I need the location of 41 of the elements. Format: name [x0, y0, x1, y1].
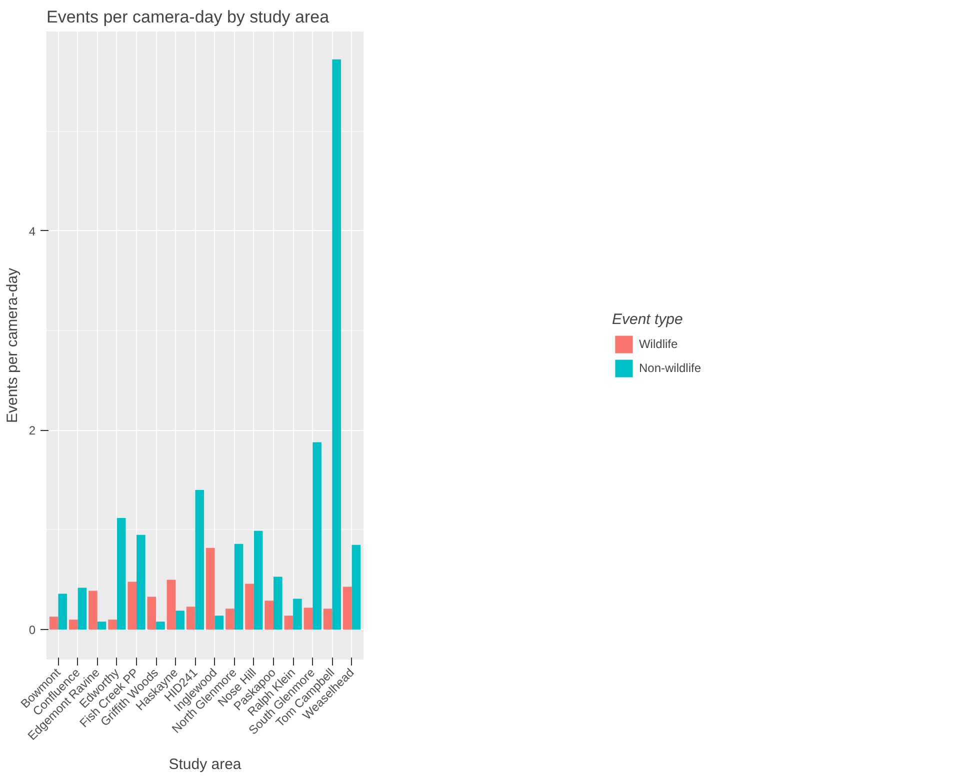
y-tick-label: 0 — [28, 623, 36, 638]
y-tick-label: 4 — [28, 224, 36, 238]
bar — [264, 600, 274, 630]
y-tick-label: 2 — [28, 424, 36, 438]
legend-label: Wildlife — [638, 337, 678, 351]
bar — [88, 590, 98, 630]
bar — [304, 608, 313, 630]
bar — [108, 620, 117, 630]
bar — [147, 596, 156, 630]
bar — [97, 622, 106, 630]
legend-title: Event type — [612, 311, 684, 328]
y-axis-title: Events per camera-day — [4, 267, 21, 424]
bar — [128, 582, 137, 630]
bar — [176, 610, 184, 630]
bar — [166, 580, 176, 630]
bar — [254, 530, 263, 630]
bar — [206, 548, 215, 630]
bar — [69, 620, 78, 630]
bar — [78, 588, 87, 630]
bar — [136, 534, 146, 630]
bar — [323, 608, 332, 630]
bar — [245, 584, 254, 630]
bar — [234, 544, 244, 630]
bar — [49, 616, 58, 630]
x-axis-title: Study area — [168, 756, 242, 773]
bar — [352, 544, 361, 630]
bar — [156, 622, 165, 630]
bar — [332, 59, 341, 630]
legend-label: Non-wildlife — [638, 361, 702, 375]
bar — [342, 586, 352, 630]
bar — [214, 616, 224, 630]
bar — [195, 490, 204, 630]
bar — [58, 594, 68, 630]
bar — [284, 616, 294, 630]
bar — [293, 598, 302, 630]
bar — [226, 608, 234, 630]
bar — [186, 606, 196, 630]
bar — [312, 442, 322, 630]
bar — [116, 518, 126, 630]
chart-title: Events per camera-day by study area — [46, 8, 330, 26]
bar — [273, 576, 282, 630]
